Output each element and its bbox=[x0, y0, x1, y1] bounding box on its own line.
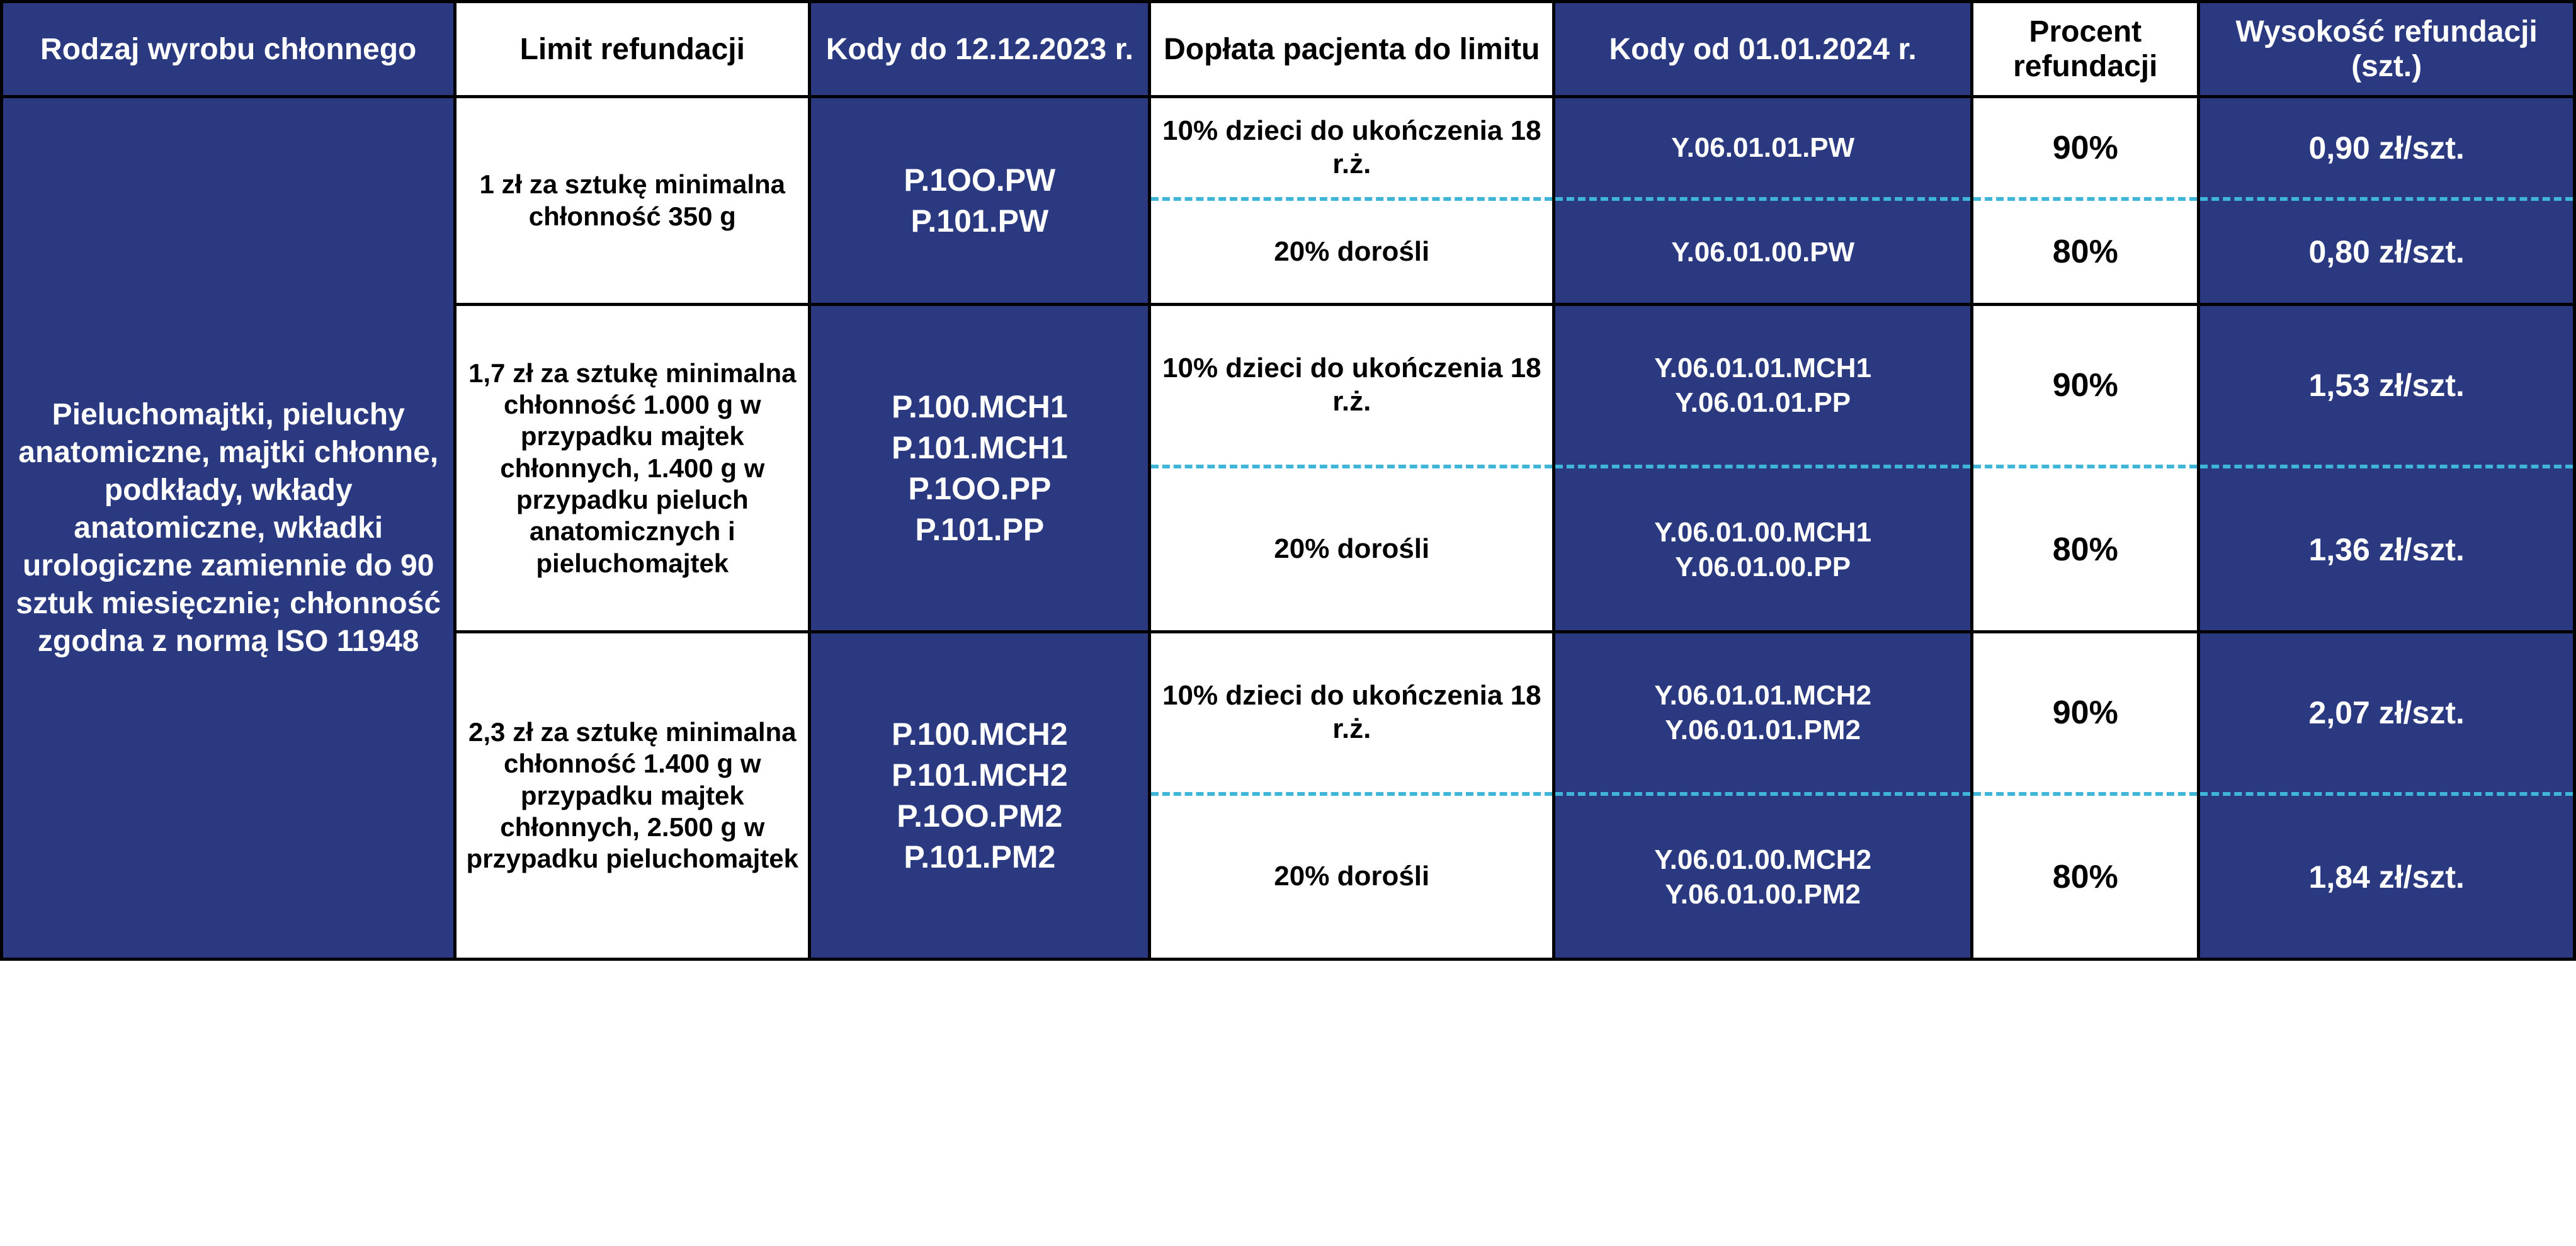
pct-2b: 80% bbox=[1973, 468, 2197, 631]
pct-1b: 80% bbox=[1973, 201, 2197, 303]
pct-3b: 80% bbox=[1973, 796, 2197, 958]
codes-new-1: Y.06.01.01.PW Y.06.01.00.PW bbox=[1554, 97, 1972, 305]
codes-old-2: P.100.MCH1 P.101.MCH1 P.1OO.PP P.101.PP bbox=[810, 305, 1150, 632]
product-type-cell: Pieluchomajtki, pieluchy anatomiczne, ma… bbox=[2, 97, 455, 960]
amt-3a: 2,07 zł/szt. bbox=[2200, 633, 2573, 796]
doplata-3b: 20% dorośli bbox=[1151, 796, 1552, 958]
amt-2b: 1,36 zł/szt. bbox=[2200, 468, 2573, 631]
limit-3: 2,3 zł za sztukę minimalna chłonność 1.4… bbox=[455, 632, 810, 960]
doplata-1: 10% dzieci do ukończenia 18 r.ż. 20% dor… bbox=[1150, 97, 1554, 305]
code-new-1b: Y.06.01.00.PW bbox=[1555, 201, 1970, 303]
doplata-2a: 10% dzieci do ukończenia 18 r.ż. bbox=[1151, 306, 1552, 468]
codes-old-1: P.1OO.PW P.101.PW bbox=[810, 97, 1150, 305]
header-row: Rodzaj wyrobu chłonnego Limit refundacji… bbox=[2, 2, 2575, 97]
hdr-col6: Wysokość refundacji (szt.) bbox=[2199, 2, 2575, 97]
amt-3: 2,07 zł/szt. 1,84 zł/szt. bbox=[2199, 632, 2575, 960]
amt-2a: 1,53 zł/szt. bbox=[2200, 306, 2573, 468]
pct-3a: 90% bbox=[1973, 633, 2197, 796]
limit-1: 1 zł za sztukę minimalna chłonność 350 g bbox=[455, 97, 810, 305]
codes-new-2: Y.06.01.01.MCH1 Y.06.01.01.PP Y.06.01.00… bbox=[1554, 305, 1972, 632]
code-new-2a: Y.06.01.01.MCH1 Y.06.01.01.PP bbox=[1555, 306, 1970, 468]
doplata-1b: 20% dorośli bbox=[1151, 201, 1552, 303]
pct-2a: 90% bbox=[1973, 306, 2197, 468]
amt-1a: 0,90 zł/szt. bbox=[2200, 98, 2573, 201]
hdr-col4: Kody od 01.01.2024 r. bbox=[1554, 2, 1972, 97]
hdr-col0: Rodzaj wyrobu chłonnego bbox=[2, 2, 455, 97]
hdr-col2: Kody do 12.12.2023 r. bbox=[810, 2, 1150, 97]
pct-1: 90% 80% bbox=[1972, 97, 2199, 305]
pct-2: 90% 80% bbox=[1972, 305, 2199, 632]
amt-3b: 1,84 zł/szt. bbox=[2200, 796, 2573, 958]
codes-new-3: Y.06.01.01.MCH2 Y.06.01.01.PM2 Y.06.01.0… bbox=[1554, 632, 1972, 960]
amt-1: 0,90 zł/szt. 0,80 zł/szt. bbox=[2199, 97, 2575, 305]
code-new-2b: Y.06.01.00.MCH1 Y.06.01.00.PP bbox=[1555, 468, 1970, 631]
pct-1a: 90% bbox=[1973, 98, 2197, 201]
amt-2: 1,53 zł/szt. 1,36 zł/szt. bbox=[2199, 305, 2575, 632]
code-new-3a: Y.06.01.01.MCH2 Y.06.01.01.PM2 bbox=[1555, 633, 1970, 796]
code-new-1a: Y.06.01.01.PW bbox=[1555, 98, 1970, 201]
doplata-1a: 10% dzieci do ukończenia 18 r.ż. bbox=[1151, 98, 1552, 201]
refund-table: Rodzaj wyrobu chłonnego Limit refundacji… bbox=[0, 0, 2576, 961]
hdr-col3: Dopłata pacjenta do limitu bbox=[1150, 2, 1554, 97]
codes-old-3: P.100.MCH2 P.101.MCH2 P.1OO.PM2 P.101.PM… bbox=[810, 632, 1150, 960]
doplata-2: 10% dzieci do ukończenia 18 r.ż. 20% dor… bbox=[1150, 305, 1554, 632]
group-1: Pieluchomajtki, pieluchy anatomiczne, ma… bbox=[2, 97, 2575, 305]
code-new-3b: Y.06.01.00.MCH2 Y.06.01.00.PM2 bbox=[1555, 796, 1970, 958]
limit-2: 1,7 zł za sztukę minimalna chłonność 1.0… bbox=[455, 305, 810, 632]
amt-1b: 0,80 zł/szt. bbox=[2200, 201, 2573, 303]
doplata-3a: 10% dzieci do ukończenia 18 r.ż. bbox=[1151, 633, 1552, 796]
doplata-2b: 20% dorośli bbox=[1151, 468, 1552, 631]
pct-3: 90% 80% bbox=[1972, 632, 2199, 960]
doplata-3: 10% dzieci do ukończenia 18 r.ż. 20% dor… bbox=[1150, 632, 1554, 960]
hdr-col5: Procent refundacji bbox=[1972, 2, 2199, 97]
hdr-col1: Limit refundacji bbox=[455, 2, 810, 97]
